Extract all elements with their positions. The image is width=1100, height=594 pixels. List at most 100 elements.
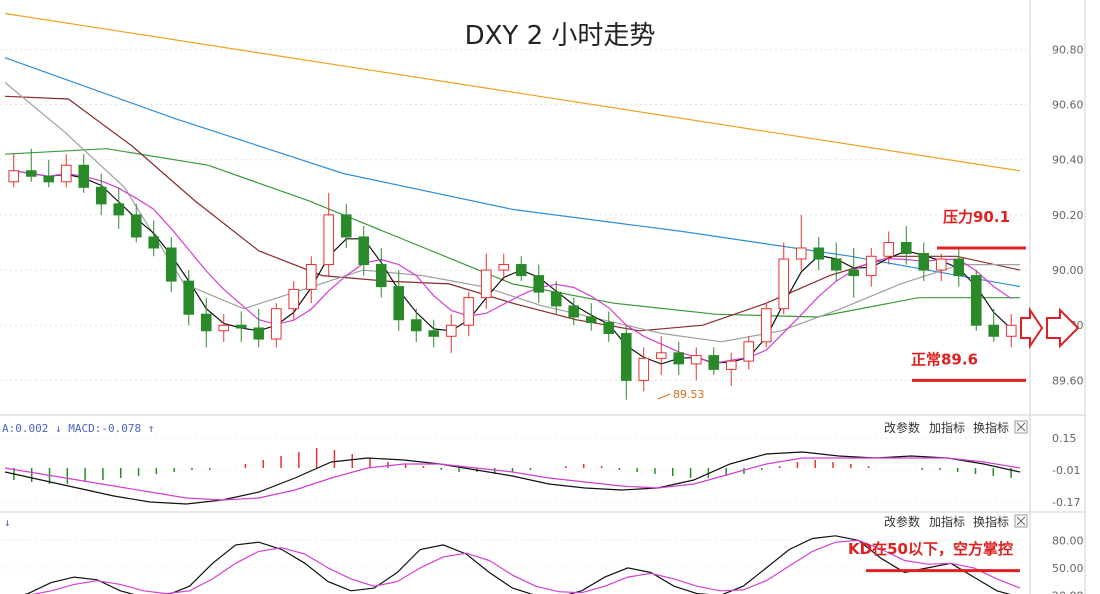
candle bbox=[358, 225, 370, 276]
candle-body bbox=[725, 360, 737, 370]
candle-body bbox=[78, 164, 90, 188]
low-marker-arrow bbox=[657, 393, 671, 400]
macd-dif-line bbox=[4, 451, 1021, 505]
candle bbox=[533, 264, 545, 304]
candle-body bbox=[638, 357, 650, 381]
candle-body bbox=[480, 269, 492, 299]
candle-body bbox=[340, 214, 352, 238]
candle-body bbox=[795, 247, 807, 260]
candle bbox=[568, 297, 580, 326]
candle-body bbox=[498, 264, 510, 271]
hollow-arrow-1 bbox=[1020, 306, 1044, 350]
indicator-control-3[interactable]: 换指标 bbox=[973, 514, 1009, 529]
price-tick-label: 90.80 bbox=[1052, 43, 1084, 56]
candle-body bbox=[533, 275, 545, 293]
candle bbox=[480, 253, 492, 309]
candle-body bbox=[375, 264, 387, 288]
candle bbox=[393, 270, 405, 331]
candle-body bbox=[900, 241, 912, 255]
moving-average-line-2 bbox=[4, 57, 1021, 288]
indicator-control-1[interactable]: 改参数 bbox=[884, 514, 920, 529]
close-icon[interactable] bbox=[1014, 514, 1028, 528]
candle bbox=[935, 253, 947, 282]
candle bbox=[113, 187, 125, 229]
candle bbox=[305, 256, 317, 304]
candle-body bbox=[445, 324, 457, 337]
candle-body bbox=[200, 313, 212, 332]
candle bbox=[323, 192, 335, 276]
kd-d-line bbox=[32, 539, 1021, 594]
candle bbox=[218, 314, 230, 342]
close-icon-cross[interactable] bbox=[1016, 516, 1026, 526]
candle-body bbox=[1005, 324, 1017, 337]
price-tick-label: 89.60 bbox=[1052, 374, 1084, 387]
indicator-control-2[interactable]: 加指标 bbox=[929, 514, 965, 529]
candle bbox=[655, 336, 667, 375]
candle bbox=[148, 220, 160, 257]
candle bbox=[813, 236, 825, 271]
candle-body bbox=[655, 352, 667, 359]
candle-body bbox=[165, 247, 177, 282]
macd-gridlines bbox=[0, 437, 1030, 503]
kd-tick-label: 20.00 bbox=[1052, 589, 1084, 594]
candle-body bbox=[323, 214, 335, 266]
candle-body bbox=[550, 291, 562, 307]
candle-body bbox=[935, 258, 947, 271]
indicator-control-2[interactable]: 加指标 bbox=[929, 420, 965, 435]
price-tick-label: 90.60 bbox=[1052, 99, 1084, 112]
candle bbox=[8, 154, 20, 188]
candle-body bbox=[568, 305, 580, 318]
indicator-control-3[interactable]: 换指标 bbox=[973, 420, 1009, 435]
candle bbox=[60, 154, 72, 188]
candle-body bbox=[410, 319, 422, 332]
candle-body bbox=[988, 324, 1000, 337]
candle-body bbox=[43, 175, 55, 183]
candle bbox=[78, 154, 90, 193]
kd-tick-label: 50.00 bbox=[1052, 562, 1084, 575]
candle bbox=[463, 292, 475, 337]
price-tick-label: 90.00 bbox=[1052, 264, 1084, 277]
candle bbox=[43, 159, 55, 188]
candle bbox=[498, 253, 510, 282]
low-marker: 89.53 bbox=[657, 388, 705, 401]
candle-body bbox=[883, 241, 895, 257]
macd-axis: 0.15 -0.01 -0.17 bbox=[1052, 432, 1080, 509]
macd-tick-label: -0.01 bbox=[1052, 464, 1080, 477]
macd-tick-label: -0.17 bbox=[1052, 496, 1080, 509]
kd-annotation: KD在50以下，空方掌控 bbox=[848, 540, 1020, 573]
candle bbox=[673, 341, 685, 375]
indicator-control-1[interactable]: 改参数 bbox=[884, 420, 920, 435]
candle bbox=[743, 336, 755, 370]
candle-body bbox=[8, 170, 20, 183]
candle-body bbox=[848, 269, 860, 277]
candle-body bbox=[183, 280, 195, 315]
close-icon-cross[interactable] bbox=[1016, 422, 1026, 432]
candle-body bbox=[865, 255, 877, 277]
candle-body bbox=[393, 286, 405, 321]
candlesticks bbox=[8, 148, 1017, 400]
kd-header: ↓ bbox=[4, 516, 11, 529]
candle bbox=[638, 347, 650, 392]
candle bbox=[603, 311, 615, 342]
candle-body bbox=[760, 308, 772, 343]
candle bbox=[953, 248, 965, 287]
candle bbox=[585, 303, 597, 331]
level-label: 正常89.6 bbox=[911, 350, 978, 368]
candle-body bbox=[743, 341, 755, 362]
candle-body bbox=[130, 214, 142, 238]
candle bbox=[25, 148, 37, 182]
candle bbox=[515, 256, 527, 282]
candle bbox=[830, 242, 842, 282]
candle-body bbox=[778, 258, 790, 310]
candle bbox=[918, 242, 930, 282]
candle-body bbox=[463, 297, 475, 326]
candle-body bbox=[25, 170, 37, 177]
close-icon[interactable] bbox=[1014, 420, 1028, 434]
ma-short-line bbox=[13, 170, 1012, 365]
candle bbox=[620, 325, 632, 400]
candle-body bbox=[620, 333, 632, 381]
candle bbox=[883, 231, 895, 265]
candle bbox=[288, 281, 300, 320]
candle-body bbox=[253, 327, 265, 340]
